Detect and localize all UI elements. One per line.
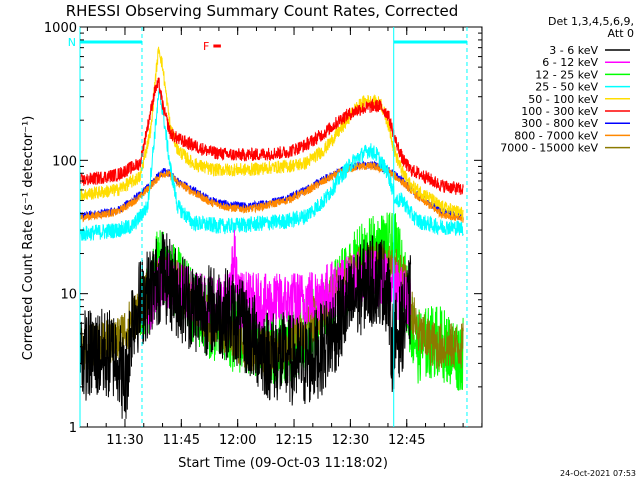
legend-entry-label: 100 - 300 keV xyxy=(521,105,598,118)
flag-label: N xyxy=(68,36,76,49)
series-line xyxy=(79,77,464,195)
legend-entry-label: 12 - 25 keV xyxy=(535,68,598,81)
y-tick-label: 10 xyxy=(60,288,77,303)
x-tick-label: 12:45 xyxy=(388,433,425,448)
legend-entry-label: 800 - 7000 keV xyxy=(514,129,598,142)
legend-entry-label: 7000 - 15000 keV xyxy=(500,142,598,155)
render-timestamp: 24-Oct-2021 07:53 xyxy=(560,469,636,478)
x-tick-label: 11:30 xyxy=(106,433,143,448)
series-line xyxy=(79,161,464,223)
x-tick-label: 12:30 xyxy=(332,433,369,448)
y-tick-label: 100 xyxy=(52,154,77,169)
series-line xyxy=(79,88,464,241)
axis-layer: 1 10 100 1000 11:30 11:45 12:00 12:15 12:30 12:45 xyxy=(44,21,483,448)
y-tick-label: 1000 xyxy=(44,21,77,36)
legend-header-line1: Det 1,3,4,5,6,9, xyxy=(548,15,634,28)
series-line xyxy=(79,46,464,220)
y-tick-label: 1 xyxy=(69,421,77,436)
legend-entry-label: 3 - 6 keV xyxy=(549,44,598,57)
legend-entry-label: 25 - 50 keV xyxy=(535,81,598,94)
legend-entry-label: 50 - 100 keV xyxy=(528,93,598,106)
chart-title: RHESSI Observing Summary Count Rates, Co… xyxy=(66,2,459,20)
legend-entry-label: 300 - 800 keV xyxy=(521,117,598,130)
flag-label: F xyxy=(203,40,209,53)
x-tick-label: 12:00 xyxy=(219,433,256,448)
x-axis-label: Start Time (09-Oct-03 11:18:02) xyxy=(178,456,388,471)
series-line xyxy=(79,231,412,419)
x-tick-label: 11:45 xyxy=(163,433,200,448)
x-tick-label: 12:15 xyxy=(275,433,312,448)
legend-entry-label: 6 - 12 keV xyxy=(542,56,598,69)
legend-header-line2: Att 0 xyxy=(608,27,634,40)
series-layer xyxy=(79,46,464,419)
y-axis-label: Corrected Count Rate (s⁻¹ detector⁻¹) xyxy=(21,116,36,361)
